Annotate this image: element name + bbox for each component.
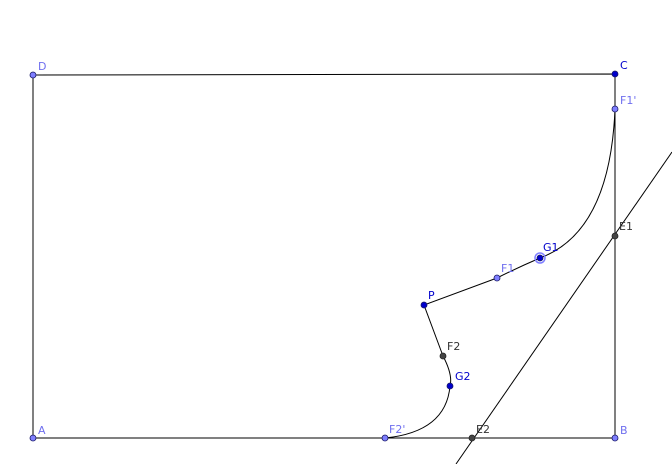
point-g2[interactable]: G2 [446,370,471,390]
point-f1prime[interactable]: F1' [611,94,636,113]
rectangle-abcd[interactable] [32,73,616,439]
segments-f1-p-f2[interactable] [423,277,498,357]
svg-text:F1: F1 [501,262,514,275]
svg-text:E1: E1 [619,220,633,233]
point-a[interactable]: A [29,424,46,442]
svg-text:A: A [38,424,46,437]
point-c[interactable]: C [611,59,628,78]
svg-text:G1: G1 [543,241,559,254]
point-d[interactable]: D [29,60,46,79]
curve-f1prime-g1-f1[interactable] [496,108,616,279]
point-f1[interactable]: F1 [493,262,514,282]
point-e2[interactable]: E2 [468,423,490,442]
svg-text:P: P [428,289,435,302]
svg-text:B: B [620,424,628,437]
point-b[interactable]: B [611,424,628,442]
construction-shapes [32,73,672,464]
svg-text:G2: G2 [455,370,471,383]
point-p[interactable]: P [420,289,435,309]
point-f2prime[interactable]: F2' [381,423,405,442]
point-e1[interactable]: E1 [611,220,633,240]
svg-text:D: D [38,60,46,73]
svg-text:E2: E2 [476,423,490,436]
svg-text:F1': F1' [620,94,636,107]
point-g1[interactable]: G1 [534,241,559,264]
line-e1-e2[interactable] [455,151,672,464]
svg-text:F2': F2' [389,423,405,436]
svg-text:C: C [620,59,628,72]
point-f2[interactable]: F2 [439,340,460,360]
svg-text:F2: F2 [447,340,460,353]
